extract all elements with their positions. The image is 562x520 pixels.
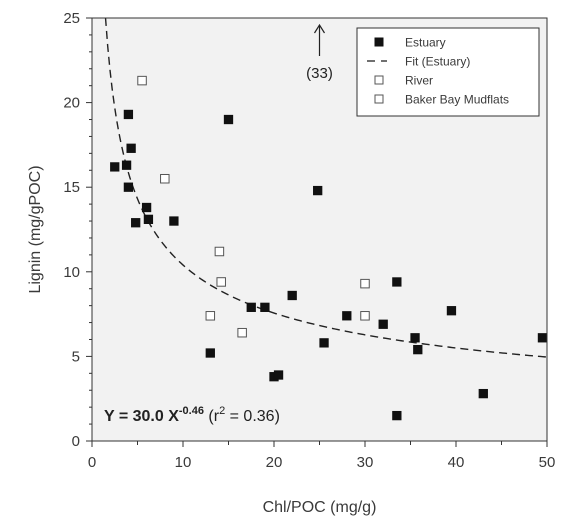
axes: 0 10 20 30 40 50 0 5 10 15 20 25 bbox=[63, 10, 555, 471]
legend-label: River bbox=[405, 74, 433, 88]
estuary-point bbox=[478, 388, 488, 399]
arrow-label: (33) bbox=[306, 65, 333, 82]
estuary-point bbox=[169, 216, 179, 226]
y-tick-label: 5 bbox=[72, 348, 80, 365]
y-tick-label: 20 bbox=[63, 95, 80, 112]
estuary-point bbox=[273, 370, 284, 380]
estuary-point bbox=[131, 218, 141, 228]
estuary-point bbox=[246, 302, 256, 312]
legend-estuary-swatch bbox=[374, 37, 384, 47]
estuary-point bbox=[205, 348, 215, 358]
river-point bbox=[237, 327, 247, 338]
y-axis-title: Lignin (mg/gPOC) bbox=[27, 165, 44, 293]
estuary-point bbox=[446, 306, 457, 316]
r2-superscript: 2 bbox=[219, 405, 225, 417]
estuary-point bbox=[392, 410, 402, 421]
x-tick-label: 50 bbox=[539, 454, 556, 471]
river-point bbox=[360, 311, 370, 321]
x-tick-label: 10 bbox=[175, 454, 192, 471]
river-point bbox=[137, 75, 147, 86]
estuary-point bbox=[342, 311, 352, 321]
legend-open-swatch bbox=[374, 94, 384, 104]
river-point bbox=[216, 277, 226, 287]
river-point bbox=[160, 173, 170, 184]
estuary-point bbox=[110, 162, 120, 172]
legend-label: Estuary bbox=[405, 36, 446, 50]
estuary-point bbox=[410, 333, 420, 343]
estuary-point bbox=[121, 160, 132, 170]
river-point bbox=[214, 246, 225, 257]
estuary-point bbox=[319, 338, 329, 348]
r2-value: = 0.36) bbox=[225, 408, 280, 425]
r2-text: (r bbox=[204, 408, 220, 425]
estuary-point bbox=[313, 185, 323, 196]
y-tick-label: 10 bbox=[63, 264, 80, 281]
estuary-point bbox=[413, 344, 423, 355]
equation-exponent: -0.46 bbox=[179, 405, 204, 417]
y-tick-label: 0 bbox=[72, 433, 80, 450]
x-tick-label: 0 bbox=[88, 454, 96, 471]
legend-open-swatch bbox=[374, 75, 384, 85]
estuary-point bbox=[123, 109, 134, 120]
y-tick-label: 25 bbox=[63, 10, 80, 27]
estuary-point bbox=[143, 214, 154, 224]
river-point bbox=[205, 311, 216, 321]
river-point bbox=[360, 278, 370, 289]
annotations: (33) Y = 30.0 X-0.46 (r2 = 0.36) bbox=[104, 23, 333, 425]
legend: Estuary Fit (Estuary) River Baker Bay Mudfl… bbox=[356, 27, 540, 117]
x-axis-title: Chl/POC (mg/g) bbox=[263, 499, 377, 516]
estuary-point bbox=[537, 333, 548, 343]
x-tick-label: 20 bbox=[266, 454, 283, 471]
equation-base: Y = 30.0 X bbox=[104, 408, 179, 425]
estuary-point bbox=[260, 302, 270, 312]
fit-curve bbox=[104, 17, 548, 358]
estuary-point bbox=[223, 114, 234, 125]
x-tick-label: 30 bbox=[357, 454, 374, 471]
fit-equation: Y = 30.0 X-0.46 (r2 = 0.36) bbox=[104, 405, 280, 425]
arrow-head bbox=[313, 23, 326, 34]
estuary-point bbox=[287, 290, 297, 301]
estuary-point bbox=[392, 277, 402, 287]
estuary-point bbox=[126, 143, 136, 153]
estuary-point bbox=[378, 319, 388, 329]
legend-label: Baker Bay Mudflats bbox=[405, 93, 509, 107]
estuary-point bbox=[141, 202, 152, 213]
legend-label: Fit (Estuary) bbox=[405, 55, 470, 69]
y-tick-label: 15 bbox=[63, 179, 80, 196]
legend-box bbox=[356, 27, 540, 117]
x-tick-label: 40 bbox=[448, 454, 465, 471]
estuary-point bbox=[123, 182, 134, 192]
